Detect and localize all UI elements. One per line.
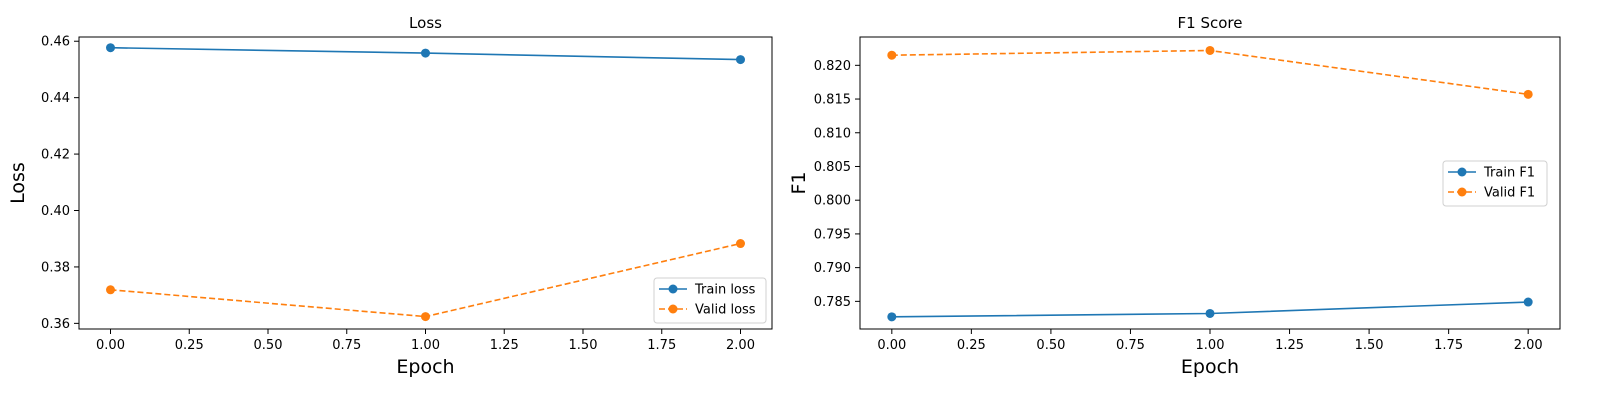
legend-marker (1457, 167, 1467, 177)
x-tick-label: 2.00 (726, 338, 755, 353)
y-tick-label: 0.805 (814, 160, 851, 175)
data-point (736, 55, 745, 65)
x-tick-label: 1.25 (490, 338, 519, 353)
data-point (106, 285, 115, 295)
y-tick-label: 0.44 (41, 91, 70, 106)
series-line-1 (891, 49, 1529, 96)
x-tick-label: 1.75 (1434, 338, 1463, 353)
x-tick-label: 1.50 (569, 338, 598, 353)
x-axis-label: Epoch (396, 356, 454, 378)
legend: Train loss Valid loss (653, 277, 767, 324)
x-tick-label: 0.25 (957, 338, 986, 353)
data-point (1205, 45, 1215, 55)
data-point (887, 50, 897, 60)
y-tick-label: 0.790 (814, 261, 851, 276)
legend-label: Train F1 (1483, 166, 1535, 181)
y-tick-label: 0.800 (814, 194, 851, 209)
y-axis-label: Loss (7, 162, 29, 204)
x-tick-label: 2.00 (1514, 338, 1543, 353)
legend: Train F1 Valid F1 (1442, 160, 1548, 207)
data-point (421, 312, 430, 322)
chart-1: 0.00 0.25 0.50 0.75 1.00 1.25 1.50 1.75 2.00 0.78… (788, 14, 1561, 378)
x-tick-label: 0.00 (96, 338, 125, 353)
y-tick-label: 0.815 (814, 93, 851, 108)
y-tick-label: 0.46 (41, 35, 70, 50)
data-point (887, 312, 897, 322)
x-tick-label: 1.75 (647, 338, 676, 353)
y-tick-label: 0.785 (814, 295, 851, 310)
x-tick-label: 1.00 (411, 338, 440, 353)
series-line-1 (110, 242, 741, 318)
y-tick-label: 0.40 (41, 204, 70, 219)
data-point (106, 43, 115, 53)
legend-label: Valid F1 (1484, 186, 1535, 201)
x-tick-label: 0.50 (1036, 338, 1065, 353)
y-tick-label: 0.810 (814, 126, 851, 141)
data-point (421, 48, 430, 58)
y-tick-label: 0.36 (41, 317, 70, 332)
legend-label: Valid loss (695, 303, 756, 318)
x-tick-label: 0.50 (254, 338, 283, 353)
data-point (736, 239, 745, 249)
x-tick-label: 0.00 (877, 338, 906, 353)
x-tick-label: 0.75 (1116, 338, 1145, 353)
x-tick-label: 1.50 (1355, 338, 1384, 353)
y-tick-label: 0.820 (814, 59, 851, 74)
data-point (1205, 308, 1215, 318)
data-point (1523, 297, 1533, 307)
legend-marker (668, 304, 678, 314)
y-axis-label: F1 (788, 171, 810, 194)
y-tick-label: 0.795 (814, 227, 851, 242)
x-tick-label: 0.25 (175, 338, 204, 353)
chart-0: 0.00 0.25 0.50 0.75 1.00 1.25 1.50 1.75 2.00 0.36… (7, 14, 773, 378)
data-point (1523, 89, 1533, 99)
y-tick-label: 0.38 (41, 260, 70, 275)
legend-marker (1457, 187, 1467, 197)
y-tick-label: 0.42 (41, 148, 70, 163)
legend-marker (668, 284, 678, 294)
x-tick-label: 1.25 (1275, 338, 1304, 353)
x-tick-label: 1.00 (1196, 338, 1225, 353)
x-tick-label: 0.75 (332, 338, 361, 353)
chart-title: F1 Score (1178, 14, 1243, 32)
legend-label: Train loss (694, 283, 756, 298)
chart-title: Loss (409, 14, 442, 32)
x-axis-label: Epoch (1181, 356, 1239, 378)
